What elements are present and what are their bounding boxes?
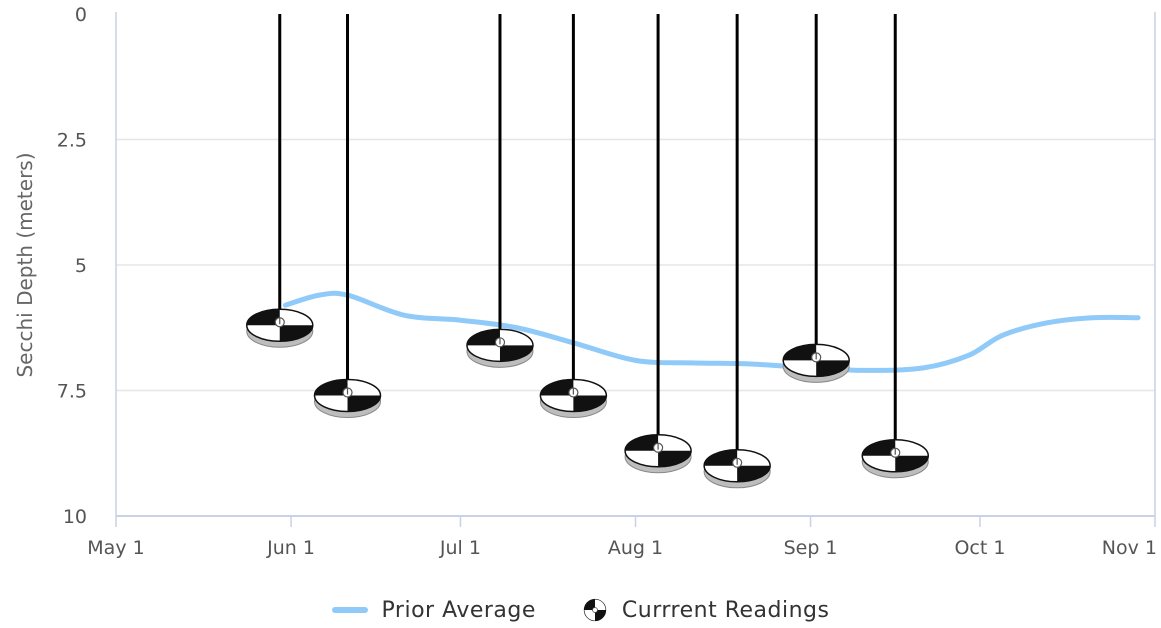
- legend-label-current-readings: Currrent Readings: [621, 597, 830, 623]
- current-reading-point[interactable]: [539, 14, 608, 419]
- secchi-disc-icon: [246, 308, 314, 348]
- x-tick-label: Aug 1: [608, 537, 663, 559]
- x-tick-label: Oct 1: [954, 537, 1005, 559]
- secchi-disc-icon: [466, 328, 534, 369]
- current-reading-point[interactable]: [782, 14, 850, 384]
- secchi-disc-icon: [539, 378, 608, 419]
- current-reading-point[interactable]: [861, 14, 929, 479]
- legend-item-current-readings[interactable]: Currrent Readings: [582, 597, 830, 623]
- x-tick-label: Jun 1: [266, 537, 315, 559]
- legend-label-prior-average: Prior Average: [381, 597, 536, 623]
- y-tick-label: 2.5: [57, 130, 87, 152]
- current-reading-point[interactable]: [703, 14, 771, 489]
- current-reading-point[interactable]: [624, 14, 692, 474]
- current-reading-point[interactable]: [246, 14, 314, 348]
- x-tick-label: Nov 1: [1102, 537, 1157, 559]
- prior-average-line: [282, 290, 1141, 373]
- y-tick-label: 5: [75, 255, 87, 277]
- current-reading-point[interactable]: [313, 14, 382, 419]
- secchi-disc-icon: [703, 449, 771, 489]
- y-axis-title: Secchi Depth (meters): [13, 152, 37, 377]
- secchi-disc-icon: [313, 378, 382, 419]
- prior-average-swatch: [331, 607, 368, 613]
- secchi-disc-icon: [782, 343, 850, 384]
- secchi-disc-icon: [583, 598, 607, 622]
- y-tick-label: 0: [75, 4, 87, 26]
- x-tick-label: Sep 1: [784, 537, 838, 559]
- x-tick-label: Jul 1: [439, 537, 481, 559]
- secchi-disc-icon: [624, 433, 692, 474]
- legend-item-prior-average[interactable]: Prior Average: [331, 597, 536, 623]
- legend: Prior Average Currrent Readings: [0, 592, 1161, 628]
- x-tick-label: May 1: [87, 537, 144, 559]
- y-tick-label: 7.5: [57, 381, 87, 403]
- current-reading-point[interactable]: [466, 14, 534, 369]
- y-tick-label: 10: [63, 506, 87, 528]
- secchi-disc-icon: [861, 439, 929, 479]
